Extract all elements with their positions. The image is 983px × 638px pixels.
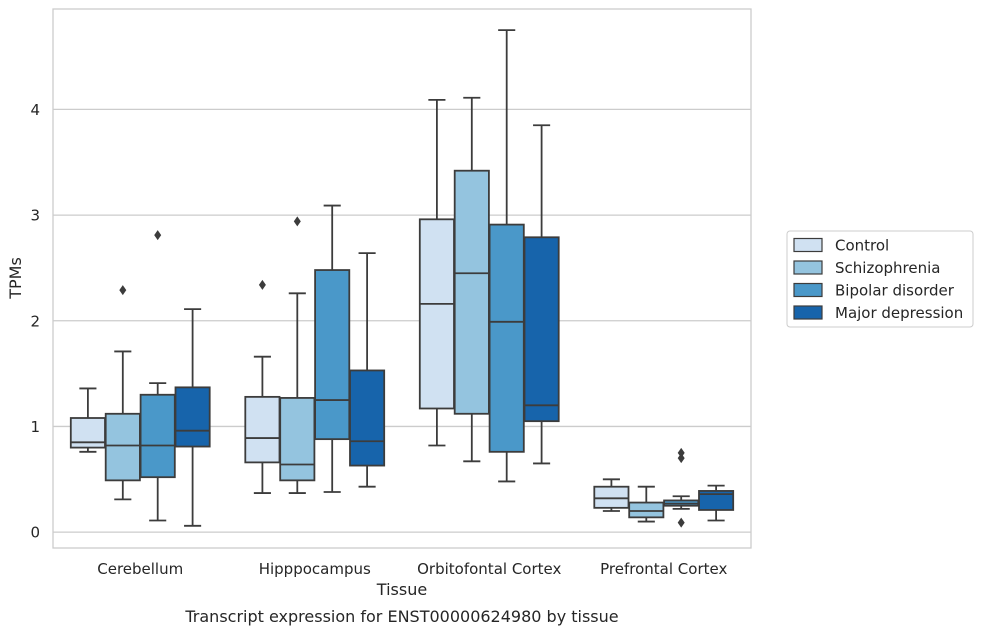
iqr-box [349, 369, 386, 467]
box-1-2 [314, 204, 351, 493]
outlier-point [258, 279, 266, 290]
box-3-3 [698, 484, 735, 522]
box-0-1 [104, 285, 141, 501]
y-tick-label: 1 [30, 418, 40, 436]
legend-label: Schizophrenia [835, 259, 940, 277]
legend-swatch [793, 237, 823, 253]
x-tick-label: Orbitofontal Cortex [417, 560, 561, 578]
iqr-box [418, 218, 455, 410]
iqr-box [488, 223, 525, 453]
iqr-box [698, 490, 735, 511]
legend-swatch [793, 282, 823, 298]
iqr-box [314, 269, 351, 441]
legend: Control Schizophrenia Bipolar disorder Majo… [786, 230, 974, 328]
legend-label: Bipolar disorder [835, 282, 955, 300]
legend-frame [786, 230, 974, 328]
x-tick-labels: Cerebellum Hipppocampus Orbitofontal Corte… [97, 560, 727, 578]
x-tick-label: Cerebellum [97, 560, 183, 578]
x-tick-label: Prefrontal Cortex [600, 560, 727, 578]
y-tick-labels: 0 1 2 3 4 [30, 101, 40, 542]
box-0-3 [174, 308, 211, 527]
iqr-box [104, 412, 141, 482]
iqr-box [174, 386, 211, 448]
iqr-box [139, 393, 176, 479]
box-2-0 [418, 98, 455, 447]
box-1-0 [244, 279, 281, 494]
box-3-0 [593, 478, 630, 512]
outlier-point [677, 517, 685, 528]
x-axis-label: Tissue [376, 580, 427, 599]
box-2-2 [488, 29, 525, 483]
iqr-box [593, 485, 630, 509]
iqr-box [628, 501, 665, 519]
plot-frame [52, 8, 752, 549]
x-tick-label: Hipppocampus [259, 560, 371, 578]
y-tick-label: 0 [30, 524, 40, 542]
iqr-box [279, 397, 316, 482]
outlier-point [154, 230, 162, 241]
legend-label: Control [835, 237, 889, 255]
y-tick-label: 2 [30, 312, 40, 330]
iqr-box [244, 395, 281, 464]
box-1-3 [349, 252, 386, 488]
legend-swatch [793, 260, 823, 275]
outlier-point [677, 453, 685, 464]
box-3-1 [628, 485, 665, 523]
iqr-box [523, 236, 560, 423]
outlier-point [677, 447, 685, 458]
chart-caption: Transcript expression for ENST0000062498… [184, 607, 618, 626]
box-2-3 [523, 124, 560, 465]
legend-items: Control Schizophrenia Bipolar disorder Majo… [793, 237, 963, 322]
outlier-point [119, 285, 127, 296]
box-0-2 [139, 230, 176, 522]
boxes [69, 29, 735, 528]
legend-label: Major depression [835, 304, 963, 322]
outlier-point [293, 216, 301, 227]
y-tick-label: 4 [30, 101, 40, 119]
box-2-1 [453, 96, 490, 463]
legend-swatch [793, 305, 823, 320]
box-0-0 [69, 387, 106, 453]
iqr-box [453, 169, 490, 415]
y-axis-label: TPMs [6, 257, 25, 300]
y-tick-label: 3 [30, 207, 40, 225]
